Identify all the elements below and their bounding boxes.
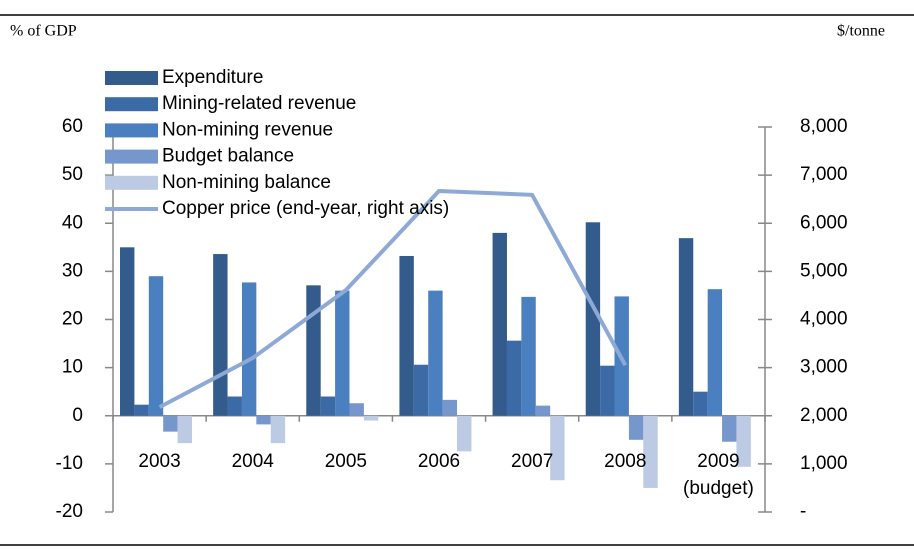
line [158, 189, 628, 409]
bar [320, 396, 336, 416]
bar [585, 222, 601, 416]
bar [693, 391, 708, 416]
bar [600, 365, 615, 416]
y2-tick-label: 5,000 [800, 260, 848, 281]
legend-label: Expenditure [162, 67, 263, 88]
legend-label: Non-mining revenue [162, 119, 333, 140]
y2-tick-label: 3,000 [800, 357, 848, 378]
bar [335, 290, 350, 416]
bar [213, 254, 228, 416]
bar [535, 405, 551, 416]
bar [736, 415, 751, 467]
x-tick-label: 2004 [231, 450, 274, 472]
bar [707, 289, 723, 416]
legend-swatch [105, 175, 158, 190]
bar [363, 415, 379, 421]
legend-swatch [105, 149, 158, 164]
legend-label: Mining-related revenue [162, 93, 356, 114]
bar [628, 415, 644, 440]
bar [678, 238, 694, 416]
x-tick-label: 2008 [604, 450, 647, 472]
bar [256, 415, 271, 425]
y-tick-label: 60 [62, 116, 83, 137]
x-tick-label: 2005 [324, 450, 367, 472]
legend-label: Copper price (end-year, right axis) [162, 198, 449, 219]
bar [227, 396, 242, 416]
bar [550, 415, 565, 481]
legend-swatch [105, 97, 158, 112]
y2-tick-label: - [800, 501, 806, 522]
bar [148, 276, 164, 416]
bar [177, 415, 192, 444]
x-tick-label: 2009 (budget) [683, 450, 754, 499]
x-tick-label: 2006 [417, 450, 461, 472]
x-tick-label: 2007 [511, 450, 554, 472]
y2-tick-label: 8,000 [800, 116, 848, 137]
legend-swatch [105, 123, 158, 138]
legend-label: Budget balance [162, 146, 294, 167]
y-tick-label: 20 [62, 309, 83, 330]
bar [428, 290, 443, 416]
bar [134, 404, 149, 416]
bar [399, 255, 414, 416]
bar [643, 415, 658, 488]
bar [120, 247, 135, 416]
y-tick-label: 50 [62, 164, 83, 185]
y-tick-label: 0 [72, 405, 83, 426]
bar [492, 232, 507, 416]
y-axis-label: % of GDP [10, 23, 77, 40]
y-tick-label: -10 [56, 453, 83, 474]
y-tick-label: 30 [62, 260, 83, 281]
bar [506, 340, 522, 416]
bar [457, 415, 472, 452]
y2-axis-label: $/tonne [837, 23, 885, 40]
bar [413, 364, 429, 416]
y2-tick-label: 7,000 [800, 164, 848, 185]
bar [163, 415, 178, 432]
bar [442, 399, 458, 416]
bar [349, 403, 364, 416]
bar [270, 415, 286, 444]
y2-tick-label: 6,000 [800, 212, 848, 233]
bar [722, 415, 737, 442]
y-tick-label: 40 [62, 212, 83, 233]
bar [241, 282, 257, 416]
y2-tick-label: 2,000 [800, 405, 848, 426]
legend-swatch [105, 71, 158, 85]
bar [306, 285, 321, 416]
x-tick-label: 2003 [138, 450, 181, 472]
bar [521, 296, 536, 416]
y2-tick-label: 1,000 [800, 453, 848, 474]
y-tick-label: 10 [62, 357, 83, 378]
y2-tick-label: 4,000 [800, 309, 848, 330]
legend-label: Non-mining balance [162, 172, 331, 193]
y-tick-label: -20 [56, 501, 83, 522]
